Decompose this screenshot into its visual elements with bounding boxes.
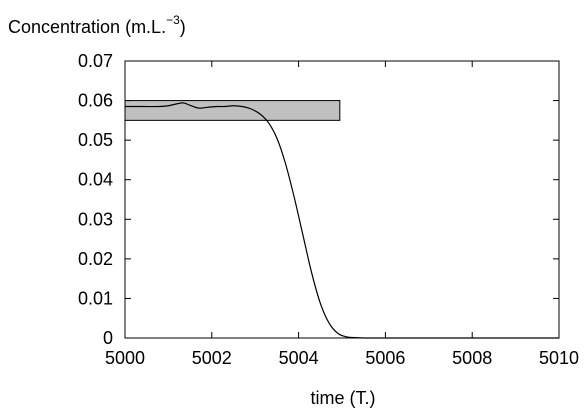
x-tick-label: 5000 xyxy=(105,348,145,368)
y-tick-label: 0.05 xyxy=(78,130,113,150)
y-tick-label: 0.04 xyxy=(78,170,113,190)
x-tick-label: 5004 xyxy=(279,348,319,368)
y-tick-label: 0.01 xyxy=(78,288,113,308)
y-tick-label: 0.07 xyxy=(78,51,113,71)
x-tick-label: 5010 xyxy=(539,348,579,368)
x-axis-label: time (T.) xyxy=(311,388,376,408)
x-tick-label: 5006 xyxy=(365,348,405,368)
plot-frame xyxy=(124,60,560,339)
plot-area: 5000 5002 5004 5006 5008 5010 0 0.01 0.02 0.03 0.0… xyxy=(78,51,579,368)
x-tick-label: 5008 xyxy=(452,348,492,368)
y-tick-label: 0 xyxy=(103,328,113,348)
y-axis-label: Concentration (m.L.−3) xyxy=(8,13,186,37)
y-tick-label: 0.06 xyxy=(78,91,113,111)
y-tick-label: 0.03 xyxy=(78,209,113,229)
series-line xyxy=(125,102,559,339)
y-tick-label: 0.02 xyxy=(78,249,113,269)
band-rect xyxy=(124,100,341,121)
x-tick-label: 5002 xyxy=(192,348,232,368)
